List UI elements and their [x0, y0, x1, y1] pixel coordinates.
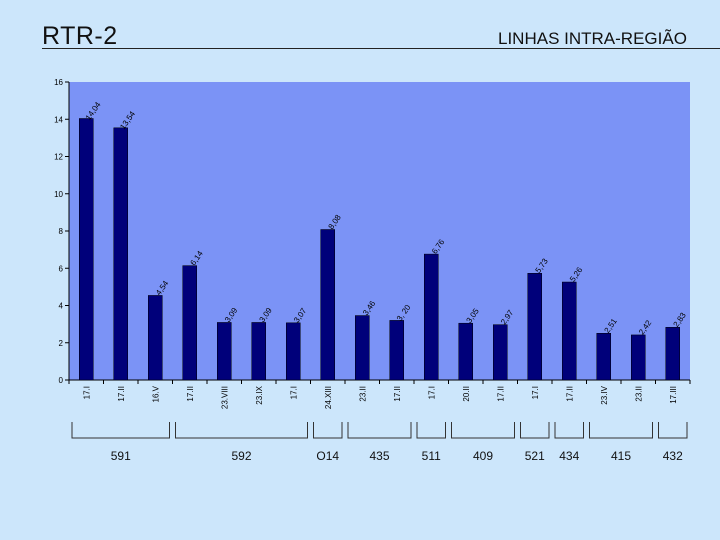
group-label: 434: [559, 449, 579, 463]
category-label: 23.VIII: [220, 386, 229, 409]
category-label: 23.II: [358, 386, 367, 402]
y-axis: 0 2 4 6 8 10 12 14 16: [54, 78, 70, 385]
group-bracket: [451, 422, 515, 439]
group-bracket: [554, 422, 584, 439]
y-tick-label: 6: [59, 264, 64, 273]
group-bracket: [589, 422, 653, 439]
x-axis: [68, 379, 691, 384]
y-tick-label: 10: [54, 190, 63, 199]
group-bracket: [416, 422, 446, 439]
bar: [182, 265, 197, 381]
bar: [320, 229, 335, 381]
bar: [458, 322, 473, 381]
y-tick-label: 2: [59, 339, 64, 348]
category-label: 17.I: [289, 386, 298, 399]
category-label: 17.II: [393, 386, 402, 402]
category-label: 16.V: [151, 385, 160, 402]
category-label: 17.II: [186, 386, 195, 402]
bar: [562, 281, 577, 381]
category-label: 23.IX: [255, 385, 264, 404]
group-brackets: 591 592 O14 435 511 409 521 434 415 432: [71, 422, 688, 463]
bar: [596, 333, 611, 381]
category-label: 17.II: [496, 386, 505, 402]
group-label: 415: [611, 449, 631, 463]
group-bracket: [71, 422, 170, 439]
group-label: 432: [663, 449, 683, 463]
category-labels: 17.I 17.II 16.V 17.II 23.VIII 23.IX 17.I 24.XII…: [82, 385, 678, 409]
group-label: 511: [422, 449, 441, 463]
category-label: 23.IV: [600, 385, 609, 404]
category-label: 23.II: [634, 386, 643, 402]
y-tick-label: 16: [54, 78, 63, 87]
y-tick-label: 14: [54, 115, 63, 124]
bar: [217, 322, 232, 381]
group-bracket: [658, 422, 688, 439]
group-bracket: [313, 422, 343, 439]
bar: [424, 253, 439, 381]
bar: [286, 322, 301, 381]
category-label: 20.II: [462, 386, 471, 402]
bar: [148, 295, 163, 381]
group-bracket: [175, 422, 308, 439]
category-label: 17.I: [427, 386, 436, 399]
group-label: 409: [473, 449, 493, 463]
category-label: 17.I: [82, 386, 91, 399]
slide-title: RTR-2: [42, 22, 118, 50]
group-label: 592: [231, 449, 251, 463]
y-tick-label: 0: [59, 376, 64, 385]
bar: [665, 327, 680, 381]
bar: [79, 118, 94, 381]
category-label: 17.II: [117, 386, 126, 402]
group-label: 435: [369, 449, 389, 463]
bar: [355, 315, 370, 381]
bar: [251, 322, 266, 381]
group-label: O14: [316, 449, 339, 463]
bar: [493, 324, 508, 381]
category-label: 17.II: [565, 386, 574, 402]
title-underline: [42, 48, 720, 49]
y-tick-label: 8: [59, 227, 64, 236]
bar: [631, 334, 646, 381]
group-label: 591: [111, 449, 131, 463]
group-bracket: [520, 422, 550, 439]
category-label: 24.XIII: [324, 386, 333, 409]
category-label: 17.I: [531, 386, 540, 399]
slide-subtitle: LINHAS INTRA-REGIÃO: [498, 29, 687, 48]
y-tick-label: 4: [59, 302, 64, 311]
bar: [113, 127, 128, 381]
bar: [389, 320, 404, 381]
bars: [79, 118, 680, 381]
plot-area: [69, 82, 690, 380]
group-label: 521: [525, 449, 545, 463]
category-label: 17.III: [669, 386, 678, 404]
group-bracket: [347, 422, 412, 439]
bar: [527, 273, 542, 381]
y-tick-label: 12: [54, 153, 63, 162]
